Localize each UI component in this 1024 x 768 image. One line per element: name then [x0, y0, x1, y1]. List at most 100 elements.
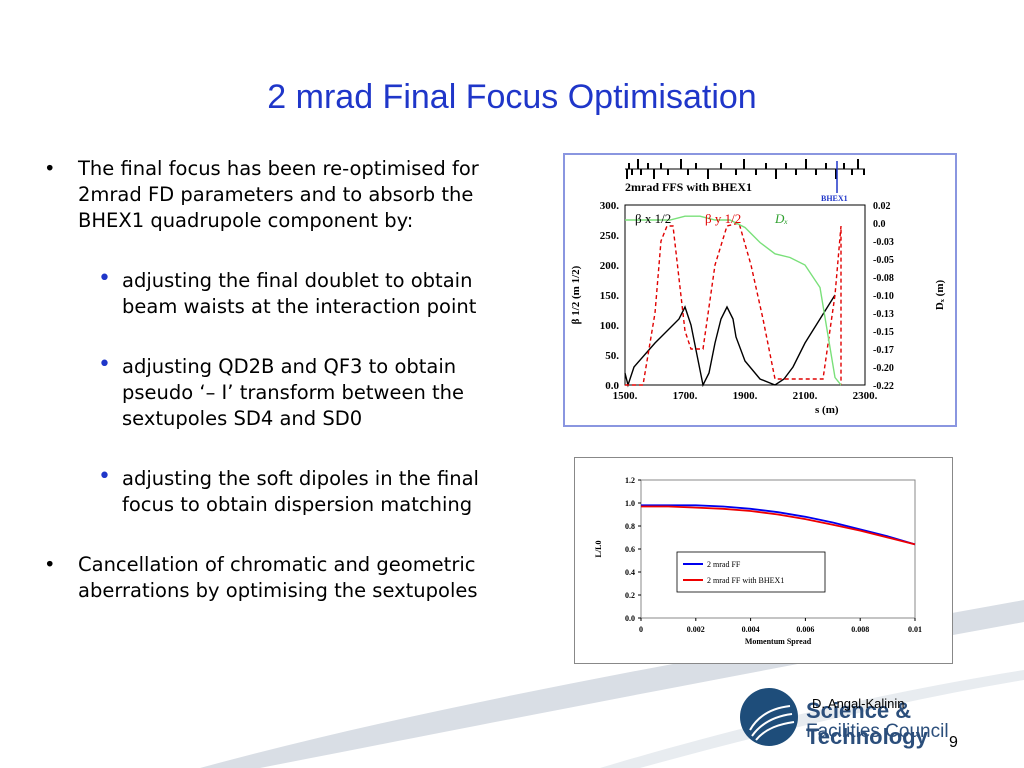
y-right-tick-label: -0.20 [873, 363, 894, 374]
lattice-magnet [653, 169, 655, 179]
y-axis-label: L/L0 [594, 541, 603, 558]
bullet-item: • The final focus has been re-optimised f… [44, 157, 479, 232]
legend-entry: 2 mrad FF [707, 560, 741, 569]
lattice-magnet [765, 163, 767, 169]
lattice-magnet [785, 163, 787, 169]
legend-entry: β y 1/2 [705, 211, 741, 226]
lattice-magnet [857, 159, 859, 169]
y-right-tick-label: -0.08 [873, 273, 894, 284]
stfc-logo-icon [740, 688, 798, 746]
lattice-magnet [626, 169, 628, 179]
y-axis-label: β 1/2 (m 1/2) [570, 265, 582, 324]
series-line-beta-y [625, 222, 842, 386]
bhex1-label: BHEX1 [821, 194, 848, 203]
x-tick-label: 2300. [853, 390, 878, 402]
y-right-tick-label: 0.0 [873, 219, 886, 230]
bullet-text: Cancellation of chromatic and geometric … [78, 553, 478, 602]
y-right-tick-label: -0.22 [873, 381, 894, 392]
y-right-tick-label: -0.13 [873, 309, 894, 320]
y-right-tick-label: -0.17 [873, 345, 894, 356]
x-tick-label: 0.006 [796, 625, 814, 634]
lattice-magnet [863, 169, 865, 175]
lattice-magnet [720, 163, 722, 169]
sub-bullet-item: • adjusting the soft dipoles in the final… [98, 464, 479, 516]
series-line-beta-x [624, 294, 836, 388]
optics-figure: 2mrad FFS with BHEX1 BHEX1 0.0 50. 100. 150. 2… [563, 153, 957, 427]
lattice-magnet [795, 169, 797, 175]
x-tick-label: 0 [639, 625, 643, 634]
x-tick-label: 0.01 [908, 625, 922, 634]
sub-bullet-text: adjusting the soft dipoles in the final … [122, 467, 479, 516]
y-tick-label: 300. [600, 200, 620, 212]
y-tick-label: 50. [605, 350, 619, 362]
luminosity-figure: 0.0 0.2 0.4 0.6 0.8 1.0 1.2 0 0.002 0.004 0.006 0.0… [574, 457, 953, 664]
y-right-tick-label: -0.05 [873, 255, 894, 266]
y-right-axis-label: Dₓ (m) [934, 280, 946, 311]
lattice-magnet [695, 163, 697, 169]
lattice-magnet [687, 169, 689, 175]
chart-title: 2mrad FFS with BHEX1 [625, 180, 752, 194]
lattice-magnet [851, 169, 853, 175]
lattice-magnet [637, 159, 639, 169]
x-tick-label: 1900. [733, 390, 758, 402]
lattice-magnet [735, 169, 737, 175]
x-tick-label: 0.004 [742, 625, 760, 634]
sub-bullet-text: adjusting QD2B and QF3 to obtain pseudo … [122, 355, 465, 430]
y-right-tick-label: 0.02 [873, 201, 891, 212]
y-right-tick-label: -0.10 [873, 291, 894, 302]
bullet-text: The final focus has been re-optimised fo… [78, 157, 479, 232]
legend-entry: β x 1/2 [635, 211, 671, 226]
lattice-magnet [707, 169, 709, 179]
legend-box [676, 551, 826, 593]
y-right-tick-label: -0.15 [873, 327, 894, 338]
lattice-magnet [680, 159, 682, 169]
optics-chart: 2mrad FFS with BHEX1 BHEX1 0.0 50. 100. 150. 2… [570, 159, 946, 416]
y-tick-label: 0.8 [625, 522, 635, 531]
lattice-magnet [660, 163, 662, 169]
luminosity-chart: 0.0 0.2 0.4 0.6 0.8 1.0 1.2 0 0.002 0.004 0.006 0.0… [594, 476, 922, 646]
x-tick-label: 1500. [613, 390, 638, 402]
lattice-magnet [667, 169, 669, 175]
legend-entry: 2 mrad FF with BHEX1 [707, 576, 784, 585]
y-tick-label: 200. [600, 260, 620, 272]
sub-bullet-item: • adjusting the final doublet to obtain b… [98, 266, 477, 318]
lattice-magnet [835, 169, 837, 179]
y-tick-label: 0.0 [605, 380, 619, 392]
y-tick-label: 1.0 [625, 499, 635, 508]
y-right-tick-label: -0.03 [873, 237, 894, 248]
brand-line2: Facilities Council [806, 721, 949, 742]
lattice-magnet [775, 169, 777, 179]
bullet-list: • The final focus has been re-optimised f… [40, 156, 530, 638]
lattice-magnet [825, 163, 827, 169]
lattice-magnet [755, 169, 757, 175]
sub-bullet-text: adjusting the final doublet to obtain be… [122, 269, 477, 318]
y-tick-label: 0.0 [625, 614, 635, 623]
bullet-item: • Cancellation of chromatic and geometric… [44, 553, 478, 602]
lattice-magnet [647, 163, 649, 169]
y-tick-label: 100. [600, 320, 620, 332]
y-tick-label: 1.2 [625, 476, 635, 485]
x-tick-label: 1700. [673, 390, 698, 402]
lattice-magnet [805, 159, 807, 169]
x-tick-label: 2100. [793, 390, 818, 402]
y-tick-label: 250. [600, 230, 620, 242]
brand-line1: Science & Technology [806, 698, 928, 749]
x-tick-label: 0.002 [687, 625, 705, 634]
x-axis-label: Momentum Spread [745, 637, 812, 646]
y-tick-label: 150. [600, 290, 620, 302]
lattice-magnet [815, 169, 817, 175]
lattice-magnet [631, 169, 633, 175]
slide-title: 2 mrad Final Focus Optimisation [267, 78, 757, 116]
sub-bullet-item: • adjusting QD2B and QF3 to obtain pseudo… [98, 352, 465, 430]
y-tick-label: 0.2 [625, 591, 635, 600]
x-tick-label: 0.008 [851, 625, 869, 634]
author-name: D. Angal-Kalinin [812, 696, 905, 711]
y-tick-label: 0.6 [625, 545, 635, 554]
x-axis-label: s (m) [815, 404, 839, 416]
lattice-magnet [640, 169, 642, 175]
series-line-2mrad-ff [641, 504, 916, 546]
lattice-magnet [628, 163, 630, 169]
lattice-magnet [843, 163, 845, 169]
page-number: 9 [949, 734, 958, 751]
plot-frame [640, 479, 916, 619]
